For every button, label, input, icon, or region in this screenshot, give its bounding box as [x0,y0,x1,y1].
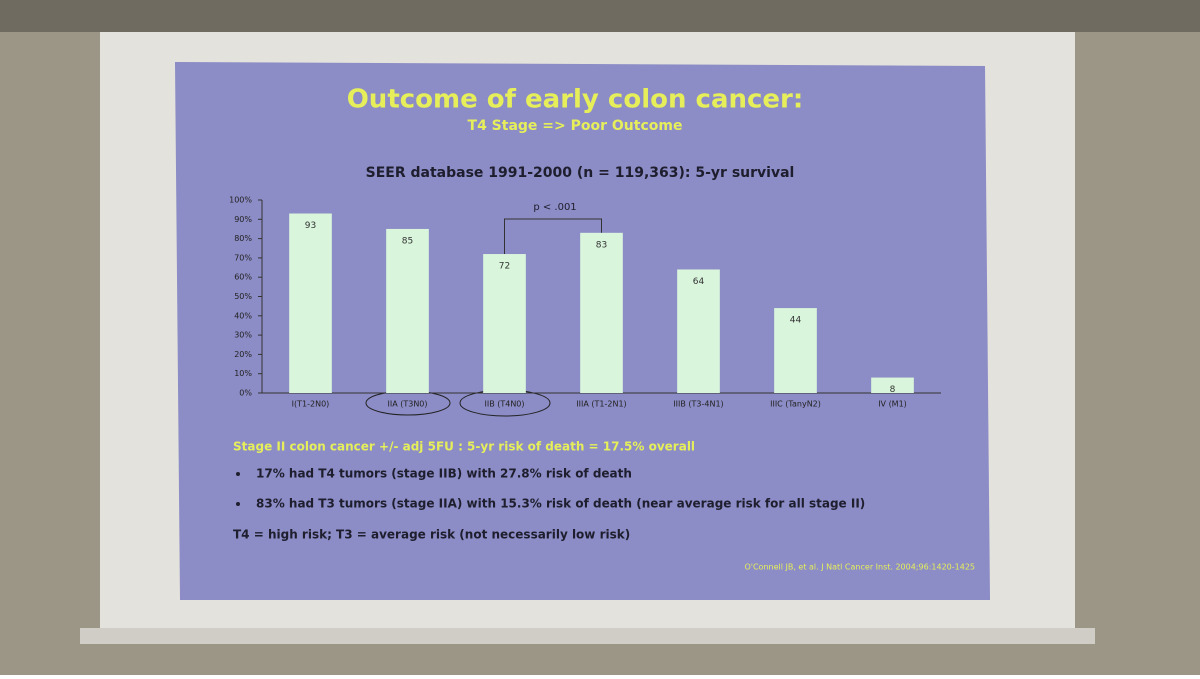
x-tick-label: IV (M1) [878,400,907,409]
bar [483,254,526,393]
value-label: 72 [499,262,510,272]
y-tick-label: 50% [234,292,252,301]
note: 17% had T4 tumors (stage IIB) with 27.8%… [256,467,632,481]
y-tick-label: 30% [234,331,252,340]
note: 83% had T3 tumors (stage IIA) with 15.3%… [256,497,865,511]
x-tick-label: IIA (T3N0) [387,400,427,409]
note: T4 = high risk; T3 = average risk (not n… [233,528,630,542]
ceiling [0,0,1200,32]
chart-title: SEER database 1991-2000 (n = 119,363): 5… [366,165,795,181]
value-label: 8 [890,385,896,395]
note-heading: Stage II colon cancer +/- adj 5FU : 5-yr… [233,440,695,454]
screen-bar [80,628,1095,644]
bar [871,377,914,393]
value-label: 64 [693,277,705,287]
y-tick-label: 0% [239,389,252,398]
value-label: 44 [790,316,802,326]
bar [677,269,720,393]
bullet [236,472,240,476]
y-tick-label: 60% [234,273,252,282]
value-label: 93 [305,221,316,231]
y-tick-label: 10% [234,369,252,378]
y-tick-label: 80% [234,234,252,243]
bar [580,232,623,393]
slide-subtitle: T4 Stage => Poor Outcome [468,118,683,134]
bar [386,228,429,393]
significance-bracket [504,218,602,255]
x-tick-label: IIIA (T1-2N1) [576,400,626,409]
citation: O'Connell JB, et al. J Natl Cancer Inst.… [744,563,975,572]
bar [774,308,817,393]
x-tick-label: IIIC (TanyN2) [770,400,821,409]
y-tick-label: 90% [234,215,252,224]
x-tick-label: IIB (T4N0) [484,400,524,409]
y-tick-label: 20% [234,350,252,359]
y-tick-label: 40% [234,311,252,320]
value-label: 83 [596,240,607,250]
y-tick-label: 100% [229,196,252,205]
x-tick-label: IIIB (T3-4N1) [673,400,723,409]
y-tick-label: 70% [234,253,252,262]
annotation: p < .001 [533,202,576,213]
bar [289,213,332,393]
value-label: 85 [402,236,413,246]
x-tick-label: I(T1-2N0) [292,400,330,409]
slide-title: Outcome of early colon cancer: [347,85,804,115]
bullet [236,502,240,506]
